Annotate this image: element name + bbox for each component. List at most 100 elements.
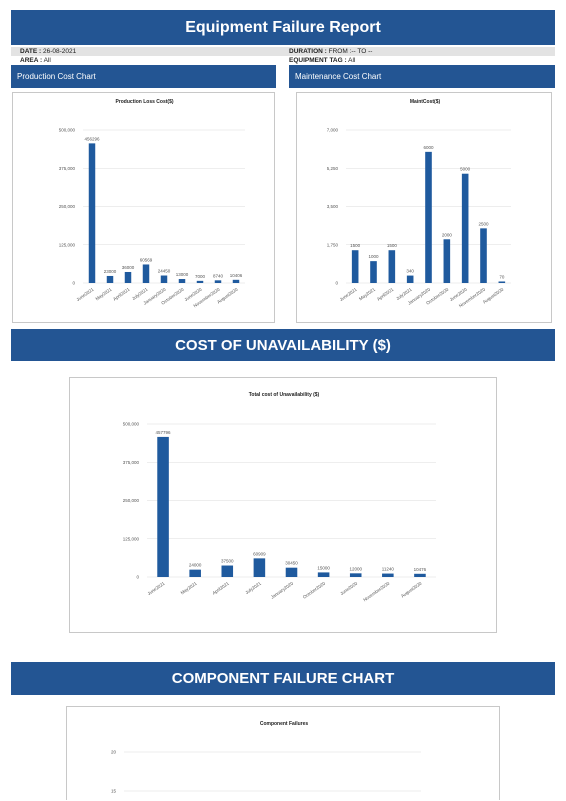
x-tick-label: April2021 xyxy=(376,286,395,301)
data-label: 1500 xyxy=(387,243,398,248)
banner-title: COMPONENT FAILURE CHART xyxy=(171,670,395,687)
info-date: DATE : 26-08-2021 xyxy=(20,48,76,55)
x-tick-label: June2021 xyxy=(76,286,95,302)
chart: MaintCost($) 0 1,750 3,500 5,250 7,000 1500 Jun… xyxy=(327,99,511,308)
y-tick-label: 1,750 xyxy=(327,242,339,247)
y-tick-label: 20 xyxy=(111,750,117,755)
data-label: 11240 xyxy=(382,567,395,572)
data-label: 340 xyxy=(406,269,414,274)
chart: Production Loss Cost($) 0 125,000 250,000 37… xyxy=(59,99,245,308)
data-label: 1500 xyxy=(350,243,361,248)
y-tick-label: 0 xyxy=(72,281,75,286)
data-label: 36000 xyxy=(122,265,135,270)
section-bar: Maintenance Cost Chart xyxy=(289,65,555,88)
bar xyxy=(382,573,394,577)
bar xyxy=(142,264,150,283)
bar xyxy=(88,143,96,283)
bar xyxy=(221,565,234,577)
x-tick-label: October2020 xyxy=(302,580,327,599)
data-label: 8740 xyxy=(213,273,224,278)
data-label: 60569 xyxy=(140,257,153,262)
bar xyxy=(232,279,240,283)
chart-box: Total cost of Unavailability ($) 0 125,000… xyxy=(69,377,497,633)
bar xyxy=(285,567,298,577)
data-label: 1000 xyxy=(368,254,379,259)
y-tick-label: 15 xyxy=(111,789,117,794)
x-tick-label: April2021 xyxy=(112,286,131,301)
data-label: 24000 xyxy=(189,563,202,568)
bar xyxy=(349,573,362,577)
chart-box: MaintCost($) 0 1,750 3,500 5,250 7,000 1500 Jun… xyxy=(296,92,552,323)
x-tick-label: June2021 xyxy=(147,580,166,596)
bar xyxy=(406,275,414,283)
data-label: 24450 xyxy=(158,269,171,274)
bar xyxy=(189,569,201,577)
info-duration: DURATION : FROM :-- TO -- xyxy=(289,48,372,55)
chart-box: Production Loss Cost($) 0 125,000 250,000 37… xyxy=(12,92,275,323)
banner-title: COST OF UNAVAILABILITY ($) xyxy=(175,336,391,354)
data-label: 37500 xyxy=(221,559,234,564)
chart-title: Production Loss Cost($) xyxy=(115,99,173,105)
data-label: 2500 xyxy=(478,221,489,226)
bar xyxy=(443,239,451,283)
x-tick-label: May2021 xyxy=(358,286,376,301)
info-band xyxy=(11,47,555,56)
data-label: 6000 xyxy=(423,145,434,150)
bar xyxy=(388,250,396,283)
report-header: Equipment Failure Report xyxy=(11,10,555,45)
info-tag: EQUIPMENT TAG : All xyxy=(289,57,355,64)
y-tick-label: 250,000 xyxy=(59,204,76,209)
info-value: All xyxy=(348,57,356,64)
data-label: 60909 xyxy=(253,551,266,556)
y-tick-label: 375,000 xyxy=(123,460,140,465)
bar xyxy=(160,275,168,283)
data-label: 457796 xyxy=(156,430,172,435)
chart-title: Total cost of Unavailability ($) xyxy=(249,392,320,398)
data-label: 15000 xyxy=(317,565,330,570)
x-tick-label: April2021 xyxy=(211,580,230,595)
section-banner: COMPONENT FAILURE CHART xyxy=(11,662,555,695)
data-label: 13000 xyxy=(176,272,189,277)
data-label: 456296 xyxy=(84,136,100,141)
data-label: 30450 xyxy=(285,561,298,566)
x-tick-label: November2020 xyxy=(362,580,390,602)
y-tick-label: 500,000 xyxy=(59,128,76,133)
section-banner: COST OF UNAVAILABILITY ($) xyxy=(11,329,555,361)
bar xyxy=(196,280,204,283)
x-tick-label: May2021 xyxy=(95,286,113,301)
bar xyxy=(370,261,377,283)
y-tick-label: 0 xyxy=(335,281,338,286)
x-tick-label: May2021 xyxy=(180,580,198,595)
x-tick-label: August2020 xyxy=(400,580,423,598)
y-tick-label: 250,000 xyxy=(123,498,140,503)
data-label: 10406 xyxy=(230,273,243,278)
info-value: 26-08-2021 xyxy=(43,48,77,55)
data-label: 70 xyxy=(499,274,505,279)
bar xyxy=(106,275,114,283)
bar xyxy=(253,558,266,577)
y-tick-label: 125,000 xyxy=(123,536,140,541)
bar xyxy=(317,572,330,577)
info-value: All xyxy=(43,57,51,64)
info-label: DATE : xyxy=(20,48,42,55)
data-label: 10476 xyxy=(414,567,427,572)
y-tick-label: 500,000 xyxy=(123,422,140,427)
info-label: DURATION : xyxy=(289,48,327,55)
info-value: FROM :-- TO -- xyxy=(328,48,373,55)
y-tick-label: 375,000 xyxy=(59,166,76,171)
data-label: 7000 xyxy=(195,274,206,279)
chart: Component Failures 15 20 xyxy=(111,721,421,794)
bar xyxy=(425,151,432,283)
info-label: EQUIPMENT TAG : xyxy=(289,57,347,64)
chart-title: MaintCost($) xyxy=(410,99,441,105)
section-title: Production Cost Chart xyxy=(17,72,96,81)
bar xyxy=(414,573,426,577)
chart-box: Component Failures 15 20 xyxy=(66,706,500,800)
data-label: 23000 xyxy=(104,269,117,274)
bar xyxy=(214,280,222,283)
bar xyxy=(157,436,169,577)
chart-title: Component Failures xyxy=(260,721,309,727)
data-label: 5000 xyxy=(460,167,471,172)
bar xyxy=(480,228,487,283)
